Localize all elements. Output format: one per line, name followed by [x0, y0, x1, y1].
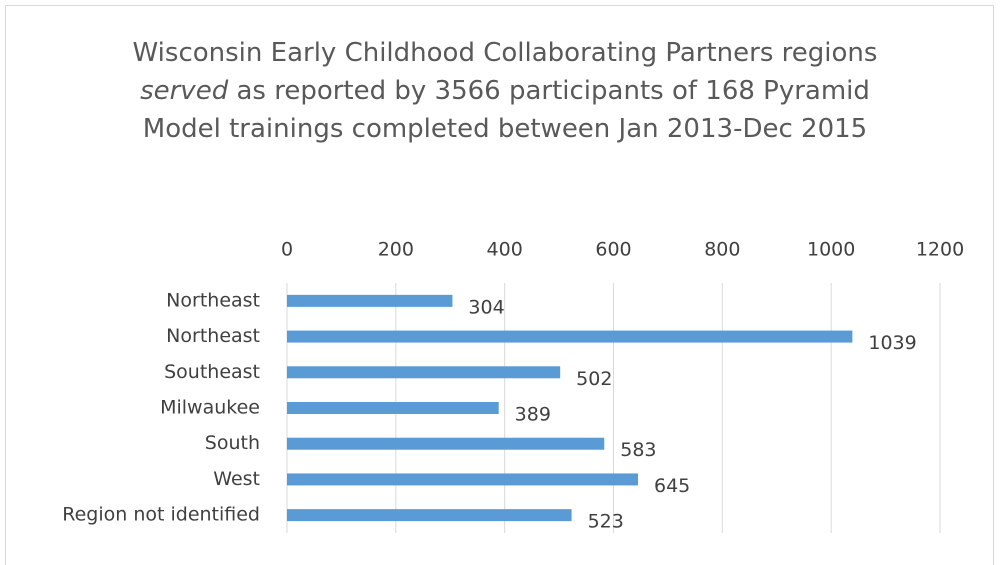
chart-title: Wisconsin Early Childhood Collaborating …: [110, 34, 900, 148]
x-tick-label: 600: [595, 239, 631, 261]
chart-border: [5, 5, 994, 565]
x-tick-label: 400: [487, 239, 523, 261]
data-label: 583: [620, 439, 656, 461]
bar: [287, 402, 499, 414]
bar: [287, 294, 453, 307]
y-tick-label: West: [213, 468, 260, 490]
y-tick-label: Northeast: [166, 325, 260, 347]
bar: [287, 473, 638, 486]
x-tick-label: 800: [704, 239, 740, 261]
title-run: Wisconsin Early Childhood Collaborating …: [132, 38, 878, 68]
bar: [287, 509, 572, 522]
x-tick-label: 1000: [807, 239, 855, 261]
y-tick-label: Northeast: [166, 289, 260, 311]
y-tick-label: Southeast: [164, 361, 260, 383]
y-tick-label: South: [205, 432, 260, 454]
title-run: served: [140, 76, 229, 106]
x-tick-label: 1200: [916, 239, 964, 261]
data-label: 523: [588, 511, 624, 533]
y-tick-label: Milwaukee: [160, 397, 260, 419]
data-label: 304: [468, 296, 504, 318]
bar: [287, 437, 605, 450]
data-label: 1039: [868, 332, 916, 354]
title-run: as reported by 3566 participants of 168 …: [142, 76, 870, 144]
y-tick-label: Region not identified: [62, 504, 260, 526]
x-tick-label: 0: [281, 239, 293, 261]
x-tick-label: 200: [378, 239, 414, 261]
data-label: 502: [576, 368, 612, 390]
bar: [287, 330, 853, 343]
data-label: 389: [515, 404, 551, 426]
data-label: 645: [654, 475, 690, 497]
bar: [287, 366, 561, 379]
